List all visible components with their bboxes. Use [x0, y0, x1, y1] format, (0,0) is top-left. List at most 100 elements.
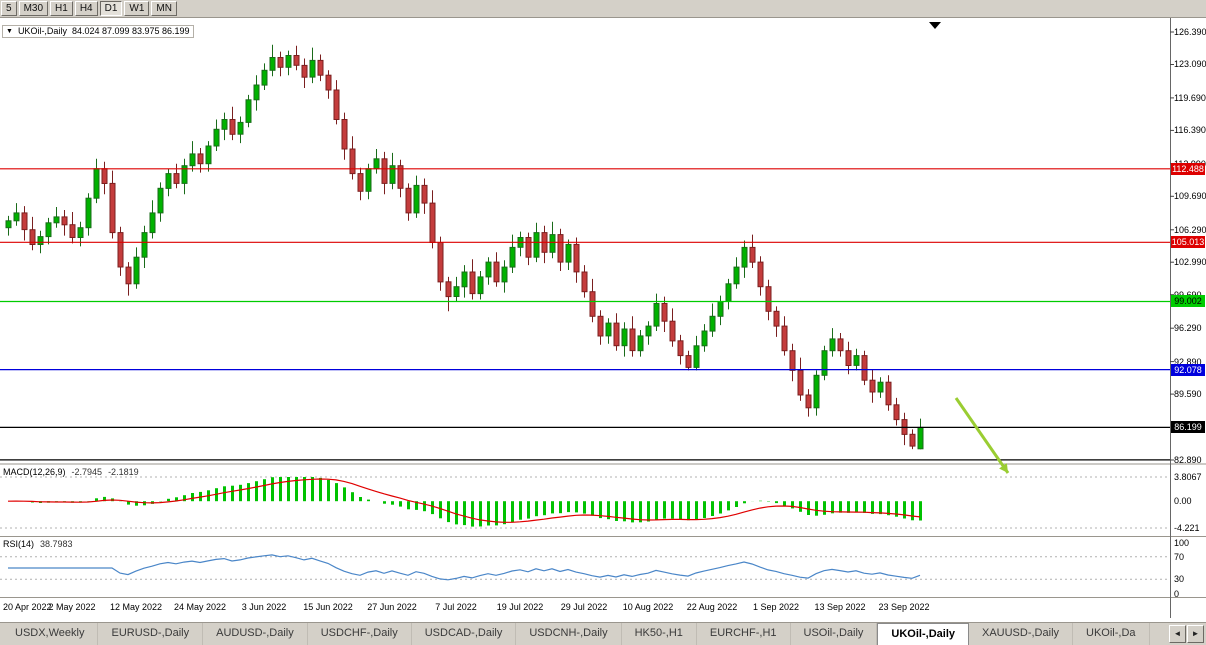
macd-name: MACD(12,26,9) [3, 467, 66, 477]
macd-signal-value: -2.1819 [108, 467, 139, 477]
bear-candle [661, 303, 668, 322]
macd-scale-tick: 0.00 [1174, 496, 1192, 506]
time-scale-label: 10 Aug 2022 [622, 602, 674, 612]
bear-candle [613, 322, 620, 347]
chart-tab-eurchf-h1[interactable]: EURCHF-,H1 [697, 623, 791, 645]
bear-candle [109, 182, 116, 234]
timeframe-button-5[interactable]: 5 [1, 1, 17, 16]
bear-candle [669, 320, 676, 342]
tab-scroll-left-button[interactable]: ◄ [1169, 625, 1186, 643]
bear-candle [293, 55, 300, 66]
bull-candle [853, 355, 860, 366]
macd-indicator-label: MACD(12,26,9) -2.7945 -2.1819 [3, 467, 139, 477]
chart-tabs: USDX,Weekly EURUSD-,Daily AUDUSD-,Daily USD… [0, 623, 1167, 645]
bull-candle [181, 165, 188, 184]
price-badge: 86.199 [1171, 421, 1205, 433]
bear-candle [773, 310, 780, 327]
bull-candle [261, 69, 268, 86]
chart-shift-marker-icon[interactable] [929, 22, 941, 29]
time-scale-label: 19 Jul 2022 [496, 602, 544, 612]
time-scale-label: 12 May 2022 [109, 602, 163, 612]
bear-candle [909, 433, 916, 447]
bear-candle [445, 281, 452, 298]
time-scale-label: 24 May 2022 [173, 602, 227, 612]
timeframe-button-h1[interactable]: H1 [50, 1, 73, 16]
rsi-scale-tick: 100 [1174, 538, 1190, 548]
chart-tab-xauusd-daily[interactable]: XAUUSD-,Daily [969, 623, 1074, 645]
bear-candle [797, 369, 804, 396]
chart-tab-ukoil-daily[interactable]: UKOil-,Daily [877, 623, 969, 645]
trend-arrow-head [999, 463, 1008, 473]
price-chart[interactable] [0, 18, 1206, 622]
chart-tab-usoil-daily[interactable]: USOil-,Daily [791, 623, 878, 645]
bull-candle [45, 222, 52, 238]
price-scale-tick: 123.090 [1174, 59, 1206, 69]
bear-candle [341, 119, 348, 150]
rsi-value: 38.7983 [40, 539, 73, 549]
bull-candle [645, 325, 652, 337]
bull-candle [813, 374, 820, 409]
bull-candle [653, 303, 660, 327]
bull-candle [485, 261, 492, 278]
bull-candle [221, 119, 228, 130]
tab-scroll-right-button[interactable]: ► [1187, 625, 1204, 643]
bear-candle [21, 212, 28, 231]
bear-candle [357, 173, 364, 192]
chart-canvas[interactable]: ▼ UKOil-,Daily 84.024 87.099 83.975 86.1… [0, 18, 1206, 622]
bear-candle [437, 242, 444, 283]
bear-candle [61, 216, 68, 226]
chart-tab-ukoil-da[interactable]: UKOil-,Da [1073, 623, 1150, 645]
bull-candle [637, 335, 644, 352]
timeframe-button-h4[interactable]: H4 [74, 1, 98, 16]
bull-candle [741, 246, 748, 268]
bear-candle [125, 266, 132, 285]
chart-tab-usdcnh-daily[interactable]: USDCNH-,Daily [516, 623, 622, 645]
timeframe-button-w1[interactable]: W1 [124, 1, 150, 16]
bear-candle [893, 404, 900, 421]
bull-candle [253, 84, 260, 101]
price-scale-tick: 106.290 [1174, 225, 1206, 235]
bull-candle [309, 59, 316, 78]
bear-candle [597, 315, 604, 337]
price-badge: 92.078 [1171, 364, 1205, 376]
chart-tab-usdchf-daily[interactable]: USDCHF-,Daily [308, 623, 412, 645]
rsi-indicator-label: RSI(14) 38.7983 [3, 539, 73, 549]
bear-candle [429, 202, 436, 244]
chart-tab-audusd-daily[interactable]: AUDUSD-,Daily [203, 623, 308, 645]
timeframe-button-m30[interactable]: M30 [18, 1, 49, 16]
chart-tab-usdcad-daily[interactable]: USDCAD-,Daily [412, 623, 517, 645]
bear-candle [685, 355, 692, 368]
bull-candle [725, 283, 732, 302]
rsi-scale-tick: 30 [1174, 574, 1185, 584]
bear-candle [869, 379, 876, 393]
macd-scale-tick: 3.8067 [1174, 472, 1202, 482]
timeframe-button-d1[interactable]: D1 [99, 1, 123, 16]
price-scale-tick: 92.890 [1174, 357, 1202, 367]
timeframe-button-mn[interactable]: MN [151, 1, 177, 16]
bull-candle [509, 246, 516, 268]
chart-tab-usdx-weekly[interactable]: USDX,Weekly [2, 623, 99, 645]
time-scale-label: 13 Sep 2022 [814, 602, 866, 612]
bear-candle [405, 187, 412, 214]
bull-candle [701, 330, 708, 347]
bear-candle [349, 148, 356, 175]
bull-candle [501, 266, 508, 283]
bear-candle [589, 291, 596, 317]
bull-candle [821, 350, 828, 376]
quote-box[interactable]: ▼ UKOil-,Daily 84.024 87.099 83.975 86.1… [2, 25, 194, 38]
bull-candle [245, 99, 252, 123]
bear-candle [277, 57, 284, 68]
price-scale-tick: 126.390 [1174, 27, 1206, 37]
bear-candle [117, 232, 124, 268]
bear-candle [381, 158, 388, 184]
bear-candle [197, 153, 204, 165]
chart-tab-bar: USDX,Weekly EURUSD-,Daily AUDUSD-,Daily USD… [0, 622, 1206, 645]
collapse-triangle-icon[interactable]: ▼ [6, 28, 13, 35]
price-badge: 105.013 [1171, 236, 1205, 248]
chart-tab-eurusd-daily[interactable]: EURUSD-,Daily [98, 623, 204, 645]
trend-arrow-line[interactable] [954, 397, 1010, 474]
bull-candle [141, 232, 148, 258]
time-scale-label: 22 Aug 2022 [686, 602, 738, 612]
bull-candle [213, 128, 220, 147]
chart-tab-hk50-h1[interactable]: HK50-,H1 [622, 623, 697, 645]
